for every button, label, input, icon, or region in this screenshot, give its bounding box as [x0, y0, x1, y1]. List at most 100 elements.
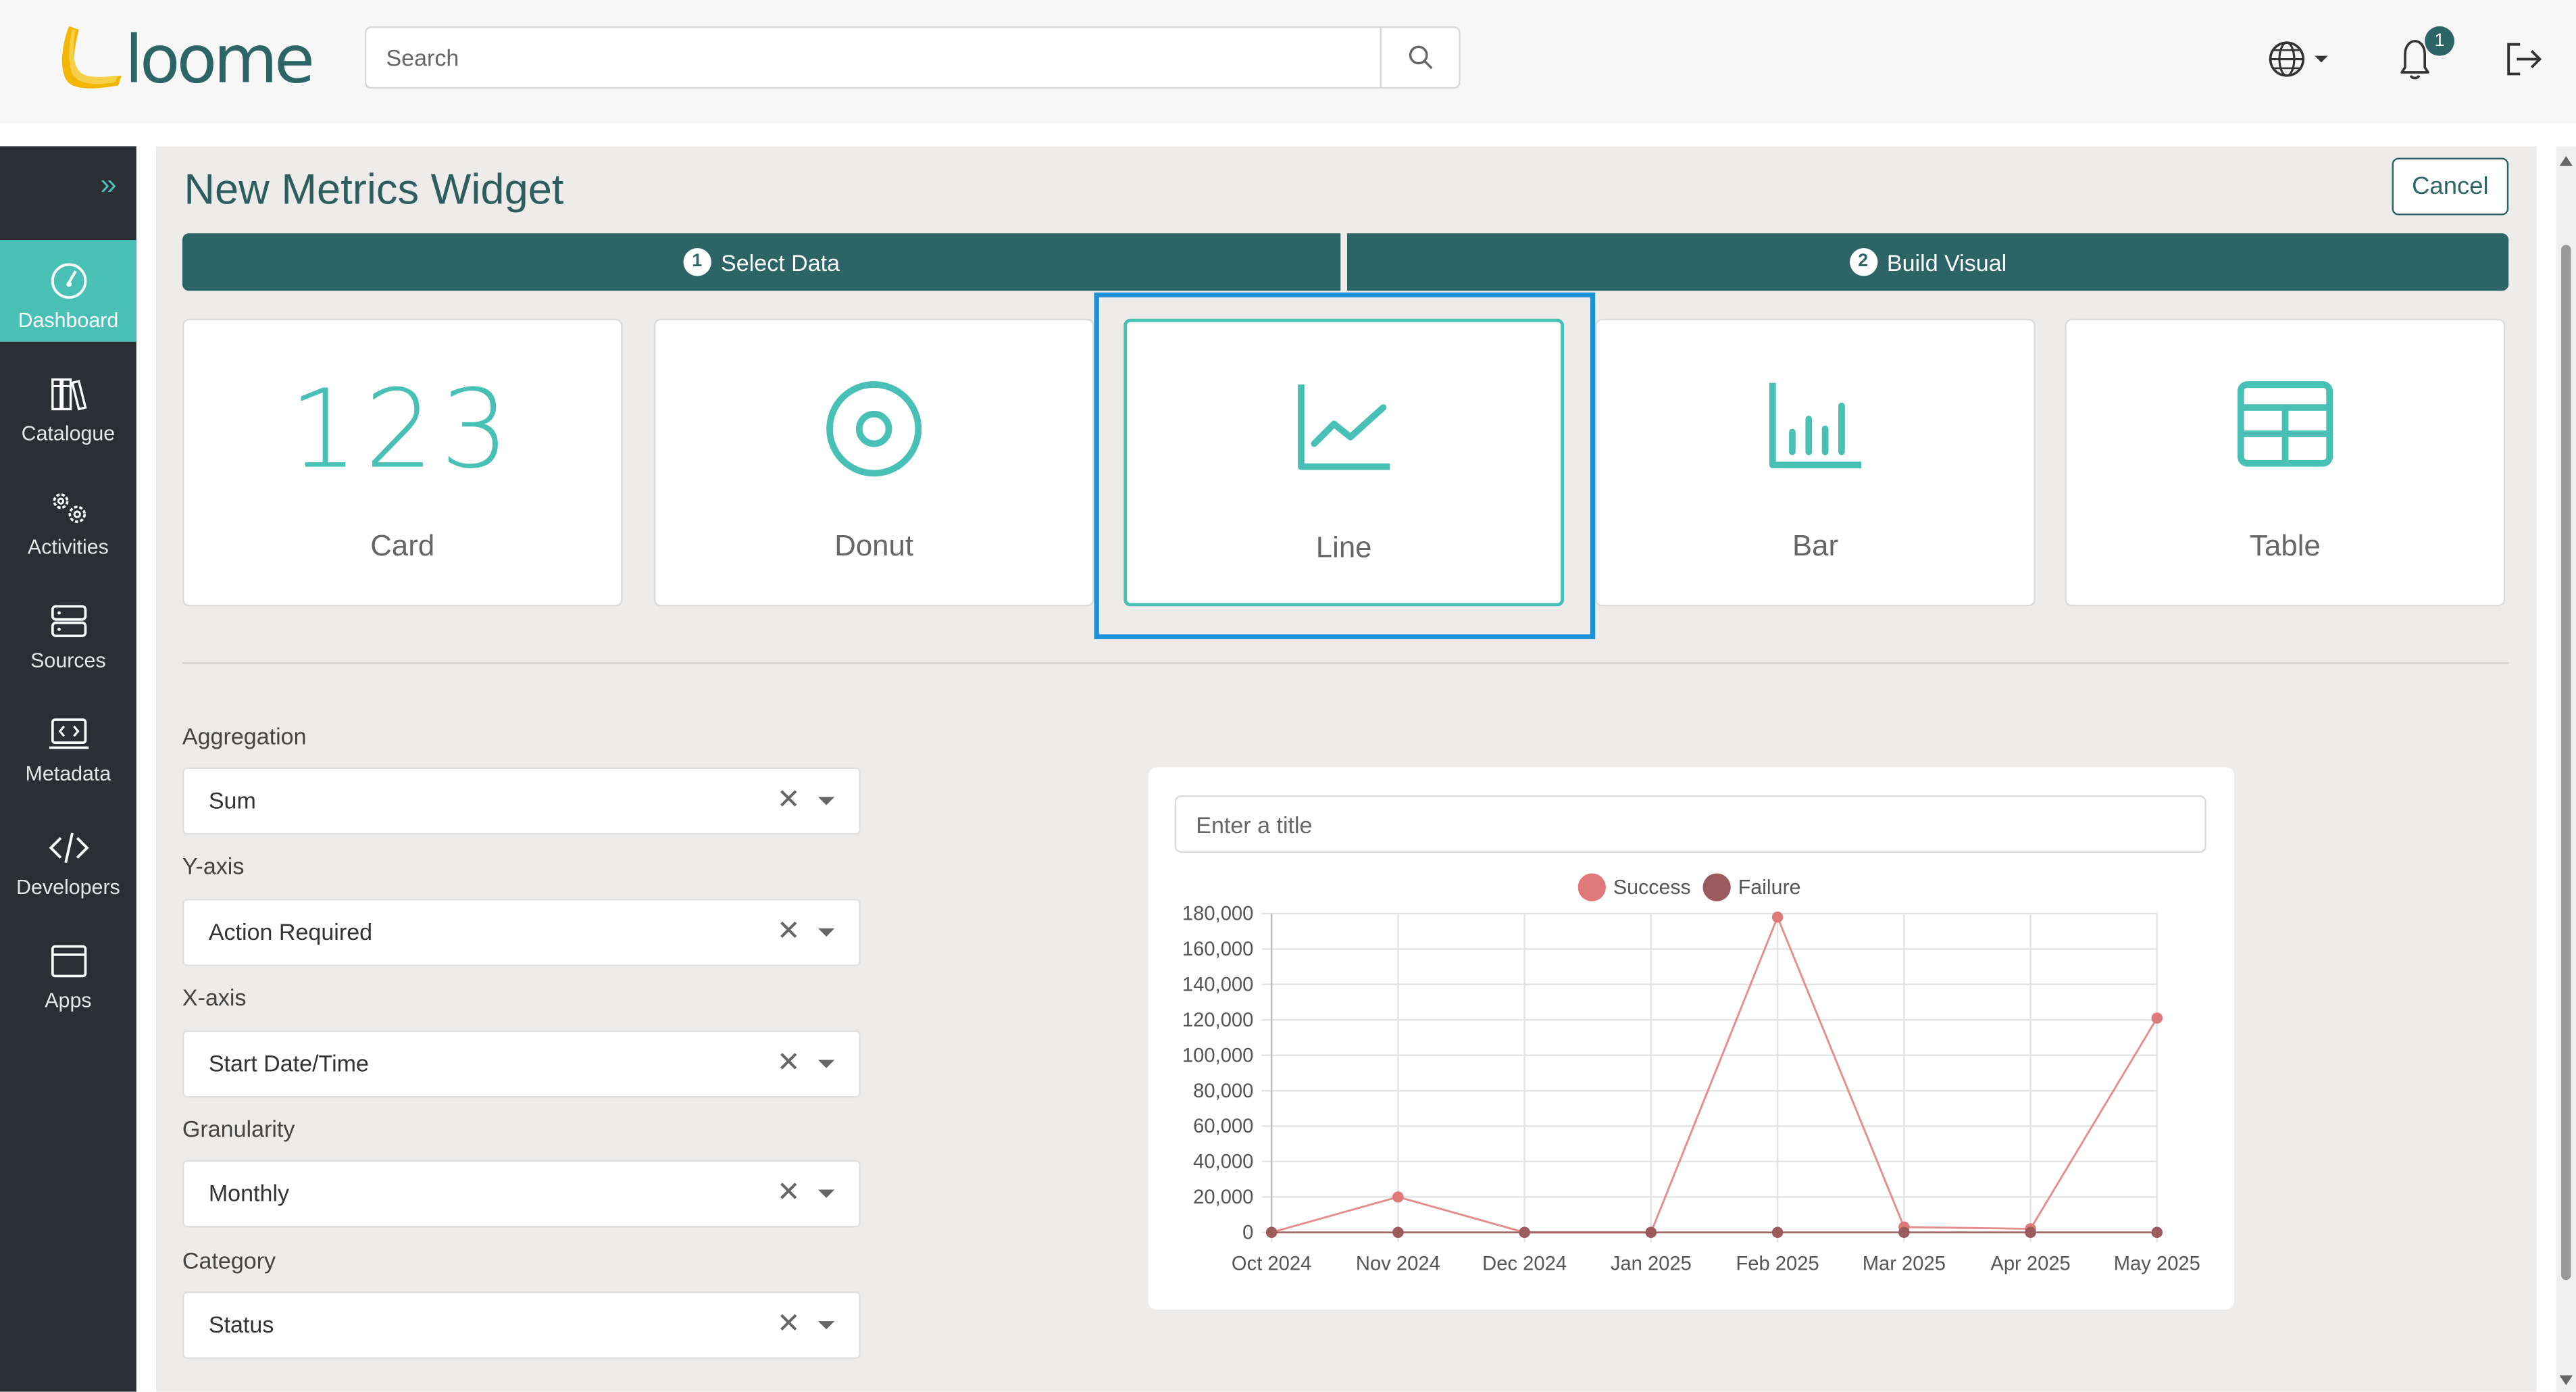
granularity-label: Granularity: [182, 1116, 295, 1143]
language-selector[interactable]: [2264, 36, 2333, 82]
chart-preview-panel: 0 20,000 40,000 60,000 80,000 100,000 120,000 1…: [1148, 767, 2235, 1310]
sidebar: » Dashboard Catalogue: [0, 146, 136, 1392]
notifications-button[interactable]: 1: [2392, 26, 2458, 86]
cancel-button[interactable]: Cancel: [2392, 157, 2509, 216]
aggregation-select[interactable]: Sum ✕: [182, 767, 861, 835]
data-point-failure: [1898, 1226, 1910, 1239]
sources-icon: [50, 605, 86, 637]
sidebar-item-label: Apps: [45, 989, 92, 1012]
legend-marker-failure: [1702, 873, 1731, 901]
logout-icon: [2507, 43, 2542, 76]
y-tick-label: 160,000: [1182, 939, 1253, 960]
expand-sidebar-icon[interactable]: »: [100, 168, 117, 201]
data-point-success: [1771, 911, 1784, 923]
page-scrollbar[interactable]: [2556, 146, 2576, 1392]
widget-type-label: Donut: [834, 529, 914, 562]
sidebar-item-sources[interactable]: Sources: [0, 580, 136, 682]
sidebar-item-label: Sources: [30, 649, 106, 672]
sidebar-item-catalogue[interactable]: Catalogue: [0, 353, 136, 455]
chevron-down-icon[interactable]: [817, 1321, 835, 1330]
clear-icon[interactable]: ✕: [776, 1046, 801, 1078]
data-point-success: [2151, 1012, 2163, 1024]
apps-icon: [50, 945, 86, 978]
category-label: Category: [182, 1247, 276, 1274]
line-chart-icon: [1298, 384, 1390, 470]
step-build-visual[interactable]: 2 Build Visual: [1346, 233, 2509, 291]
sidebar-item-apps[interactable]: Apps: [0, 920, 136, 1022]
y-axis-select[interactable]: Action Required ✕: [182, 899, 861, 966]
data-point-failure: [1645, 1226, 1657, 1239]
search-icon: [1408, 45, 1432, 70]
x-tick-label: Apr 2025: [1990, 1253, 2070, 1275]
widget-type-label: Line: [1315, 530, 1372, 564]
data-point-success: [1392, 1191, 1404, 1203]
data-point-failure: [1265, 1226, 1278, 1239]
scroll-down-icon[interactable]: [2559, 1375, 2573, 1385]
sidebar-item-label: Dashboard: [18, 309, 119, 332]
clear-icon[interactable]: ✕: [776, 1176, 801, 1208]
scroll-thumb[interactable]: [2561, 245, 2571, 1281]
x-axis-value: Start Date/Time: [208, 1049, 369, 1076]
search-input[interactable]: [366, 28, 1382, 87]
x-tick-label: Oct 2024: [1232, 1253, 1311, 1275]
sidebar-item-label: Metadata: [25, 762, 111, 786]
sidebar-item-label: Developers: [16, 876, 120, 899]
logout-button[interactable]: [2500, 36, 2546, 82]
widget-type-table[interactable]: Table: [2065, 318, 2506, 607]
clear-icon[interactable]: ✕: [776, 915, 801, 947]
widget-type-label: Card: [370, 529, 435, 562]
clear-icon[interactable]: ✕: [776, 1308, 801, 1339]
widget-type-card[interactable]: 123 Card: [182, 318, 623, 607]
chevron-down-icon: [2315, 55, 2328, 63]
sidebar-item-dashboard[interactable]: Dashboard: [0, 240, 136, 342]
y-tick-label: 0: [1242, 1222, 1253, 1244]
granularity-select[interactable]: Monthly ✕: [182, 1160, 861, 1228]
series-line-success: [1271, 914, 2158, 1234]
bar-chart-icon: [1769, 382, 1862, 469]
table-icon: [2237, 381, 2333, 467]
y-tick-label: 20,000: [1193, 1187, 1253, 1208]
step-number: 2: [1848, 248, 1877, 276]
sidebar-item-metadata[interactable]: Metadata: [0, 693, 136, 795]
search-box[interactable]: [364, 26, 1461, 89]
search-button[interactable]: [1380, 28, 1459, 87]
x-tick-label: Jan 2025: [1611, 1253, 1692, 1275]
y-tick-label: 180,000: [1182, 903, 1253, 925]
y-axis-label: Y-axis: [182, 853, 245, 879]
chart-title-input[interactable]: [1174, 795, 2206, 853]
widget-type-line[interactable]: Line: [1123, 318, 1564, 607]
aggregation-value: Sum: [208, 787, 256, 814]
chevron-down-icon[interactable]: [817, 928, 835, 937]
step-label: Build Visual: [1886, 249, 2007, 276]
category-select[interactable]: Status ✕: [182, 1291, 861, 1360]
loome-logo[interactable]: loome: [56, 16, 345, 99]
widget-type-label: Bar: [1792, 529, 1839, 562]
chevron-down-icon[interactable]: [817, 797, 835, 805]
step-select-data[interactable]: 1 Select Data: [182, 233, 1341, 291]
widget-type-donut[interactable]: Donut: [653, 318, 1094, 607]
clear-icon[interactable]: ✕: [776, 783, 801, 816]
metadata-icon: [48, 718, 89, 749]
aggregation-label: Aggregation: [182, 722, 307, 749]
x-axis-select[interactable]: Start Date/Time ✕: [182, 1030, 861, 1098]
x-axis-label: X-axis: [182, 984, 247, 1011]
card-number-icon: 123: [288, 366, 516, 493]
page-title: New Metrics Widget: [184, 164, 564, 214]
x-tick-label: Mar 2025: [1863, 1253, 1946, 1275]
category-value: Status: [208, 1311, 274, 1338]
data-point-failure: [1771, 1226, 1784, 1239]
widget-type-bar[interactable]: Bar: [1595, 318, 2036, 607]
notification-badge: 1: [2425, 26, 2454, 56]
chevron-down-icon[interactable]: [817, 1189, 835, 1198]
step-label: Select Data: [721, 249, 840, 276]
widget-type-label: Table: [2250, 529, 2321, 562]
logo-text: loome: [125, 22, 311, 98]
x-tick-label: Dec 2024: [1482, 1253, 1567, 1275]
scroll-up-icon[interactable]: [2559, 156, 2573, 166]
x-tick-label: Feb 2025: [1736, 1253, 1819, 1275]
developers-icon: [48, 832, 89, 864]
chevron-down-icon[interactable]: [817, 1060, 835, 1068]
sidebar-item-developers[interactable]: Developers: [0, 807, 136, 909]
globe-icon: [2269, 41, 2328, 77]
sidebar-item-activities[interactable]: Activities: [0, 467, 136, 569]
